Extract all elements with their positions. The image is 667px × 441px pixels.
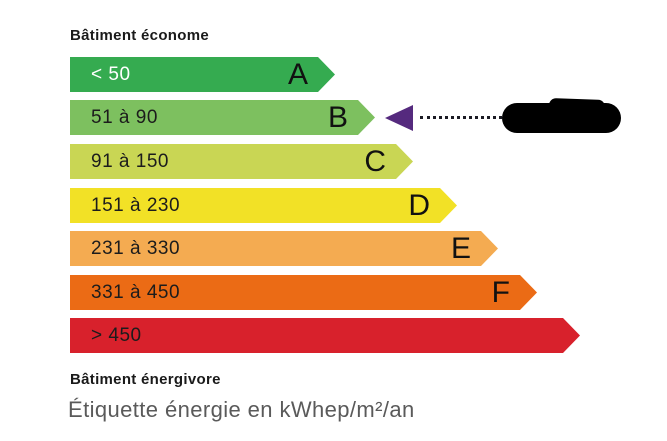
- energy-class-bar-e: 231 à 330 E: [70, 231, 498, 266]
- class-letter-e: E: [450, 231, 471, 265]
- range-label-b: 51 à 90: [91, 106, 158, 128]
- energy-class-bar-a: < 50 A: [70, 57, 335, 92]
- range-label-f: 331 à 450: [91, 281, 181, 303]
- class-letter-d: D: [408, 188, 430, 222]
- energy-class-bar-c: 91 à 150 C: [70, 144, 413, 179]
- range-label-a: < 50: [91, 63, 131, 85]
- current-class-pointer-icon: [385, 105, 413, 131]
- redacted-value-blob: [502, 103, 621, 133]
- class-letter-c: C: [364, 144, 386, 178]
- range-label-d: 151 à 230: [91, 194, 181, 216]
- energy-intensive-building-label: Bâtiment énergivore: [70, 371, 221, 388]
- dotted-connector-line: [420, 116, 502, 119]
- class-letter-b: B: [327, 100, 348, 134]
- economical-building-label: Bâtiment économe: [70, 27, 209, 44]
- class-letter-f: F: [491, 275, 510, 309]
- class-letter-a: A: [287, 57, 308, 91]
- energy-class-bar-g: > 450: [70, 318, 580, 353]
- range-label-e: 231 à 330: [91, 237, 181, 259]
- energy-label-caption: Étiquette énergie en kWhep/m²/an: [68, 397, 415, 422]
- energy-class-bar-d: 151 à 230 D: [70, 188, 457, 223]
- energy-class-bar-b: 51 à 90 B: [70, 100, 375, 135]
- range-label-c: 91 à 150: [91, 150, 169, 172]
- range-label-g: > 450: [91, 324, 142, 346]
- energy-class-bar-f: 331 à 450 F: [70, 275, 537, 310]
